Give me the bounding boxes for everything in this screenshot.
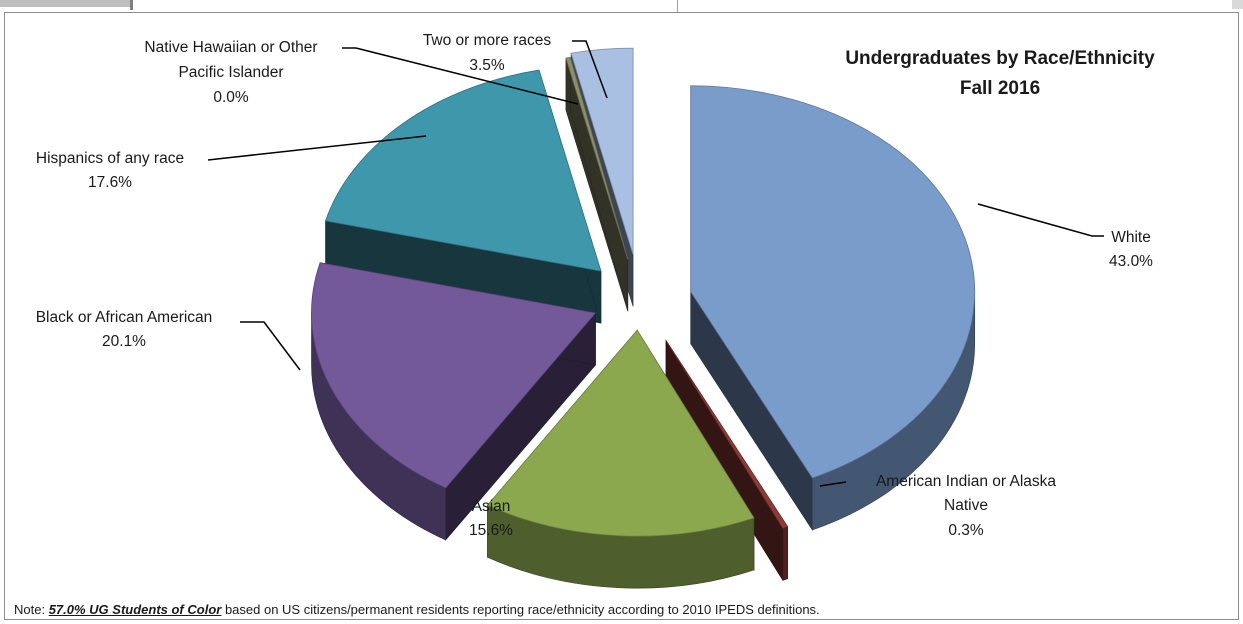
slice-top: [311, 262, 597, 489]
pie-slice-native-hawaiian-or-other-pacific-islander: [565, 56, 629, 312]
label-amind-name: American Indian or Alaska: [876, 473, 1056, 490]
slice-rim: [782, 526, 788, 581]
leader-line-nhpi: [342, 47, 579, 105]
top-strip-segment: [0, 0, 130, 7]
chart-subtitle: Fall 2016: [960, 78, 1040, 99]
label-black-value: 20.1%: [102, 333, 146, 350]
top-strip-divider: [677, 0, 678, 12]
pie-slice-asian: [486, 329, 755, 589]
leader-lines: [207, 40, 1104, 487]
label-amind-name2: Native: [944, 497, 988, 514]
label-black-name: Black or African American: [36, 309, 213, 326]
label-white-name: White: [1111, 229, 1151, 246]
footnote-text: based on US citizens/permanent residents…: [221, 602, 820, 617]
leader-line-black: [240, 321, 301, 371]
label-asian-name: Asian: [472, 498, 511, 515]
slice-top: [570, 47, 634, 255]
footnote-prefix: Note:: [14, 602, 49, 617]
top-strip-segment: [1232, 0, 1243, 9]
label-nhpi-name: Native Hawaiian or Other: [144, 39, 317, 56]
pie-slice-white: [690, 85, 976, 531]
top-strip-divider: [130, 0, 133, 10]
pie-slice-black-or-african-american: [311, 262, 597, 541]
label-two-name: Two or more races: [423, 32, 552, 49]
label-hisp-name: Hispanics of any race: [36, 150, 184, 167]
leader-line-hisp: [207, 135, 427, 161]
footnote-emphasis: 57.0% UG Students of Color: [48, 602, 222, 617]
slice-top: [690, 85, 976, 479]
pie-slices: [311, 47, 976, 589]
label-amind-value: 0.3%: [948, 522, 984, 539]
slice-top: [324, 69, 602, 272]
label-hisp-value: 17.6%: [88, 174, 132, 191]
label-white-value: 43.0%: [1109, 253, 1153, 270]
label-two-value: 3.5%: [469, 57, 505, 74]
slice-top: [486, 329, 755, 537]
leader-line-white: [977, 203, 1104, 237]
label-nhpi-value: 0.0%: [213, 89, 249, 106]
slice-top: [565, 56, 629, 260]
label-nhpi-name2: Pacific Islander: [178, 64, 283, 81]
slice-top: [665, 340, 789, 529]
leader-line-amind: [819, 481, 847, 487]
label-asian-value: 15.6%: [469, 522, 513, 539]
chart-title: Undergraduates by Race/Ethnicity: [845, 48, 1155, 69]
pie-slice-hispanics-of-any-race: [324, 69, 602, 324]
leader-line-two: [572, 40, 608, 99]
footnote: Note: 57.0% UG Students of Color based o…: [14, 602, 820, 617]
window-top-strip: [0, 0, 1243, 12]
